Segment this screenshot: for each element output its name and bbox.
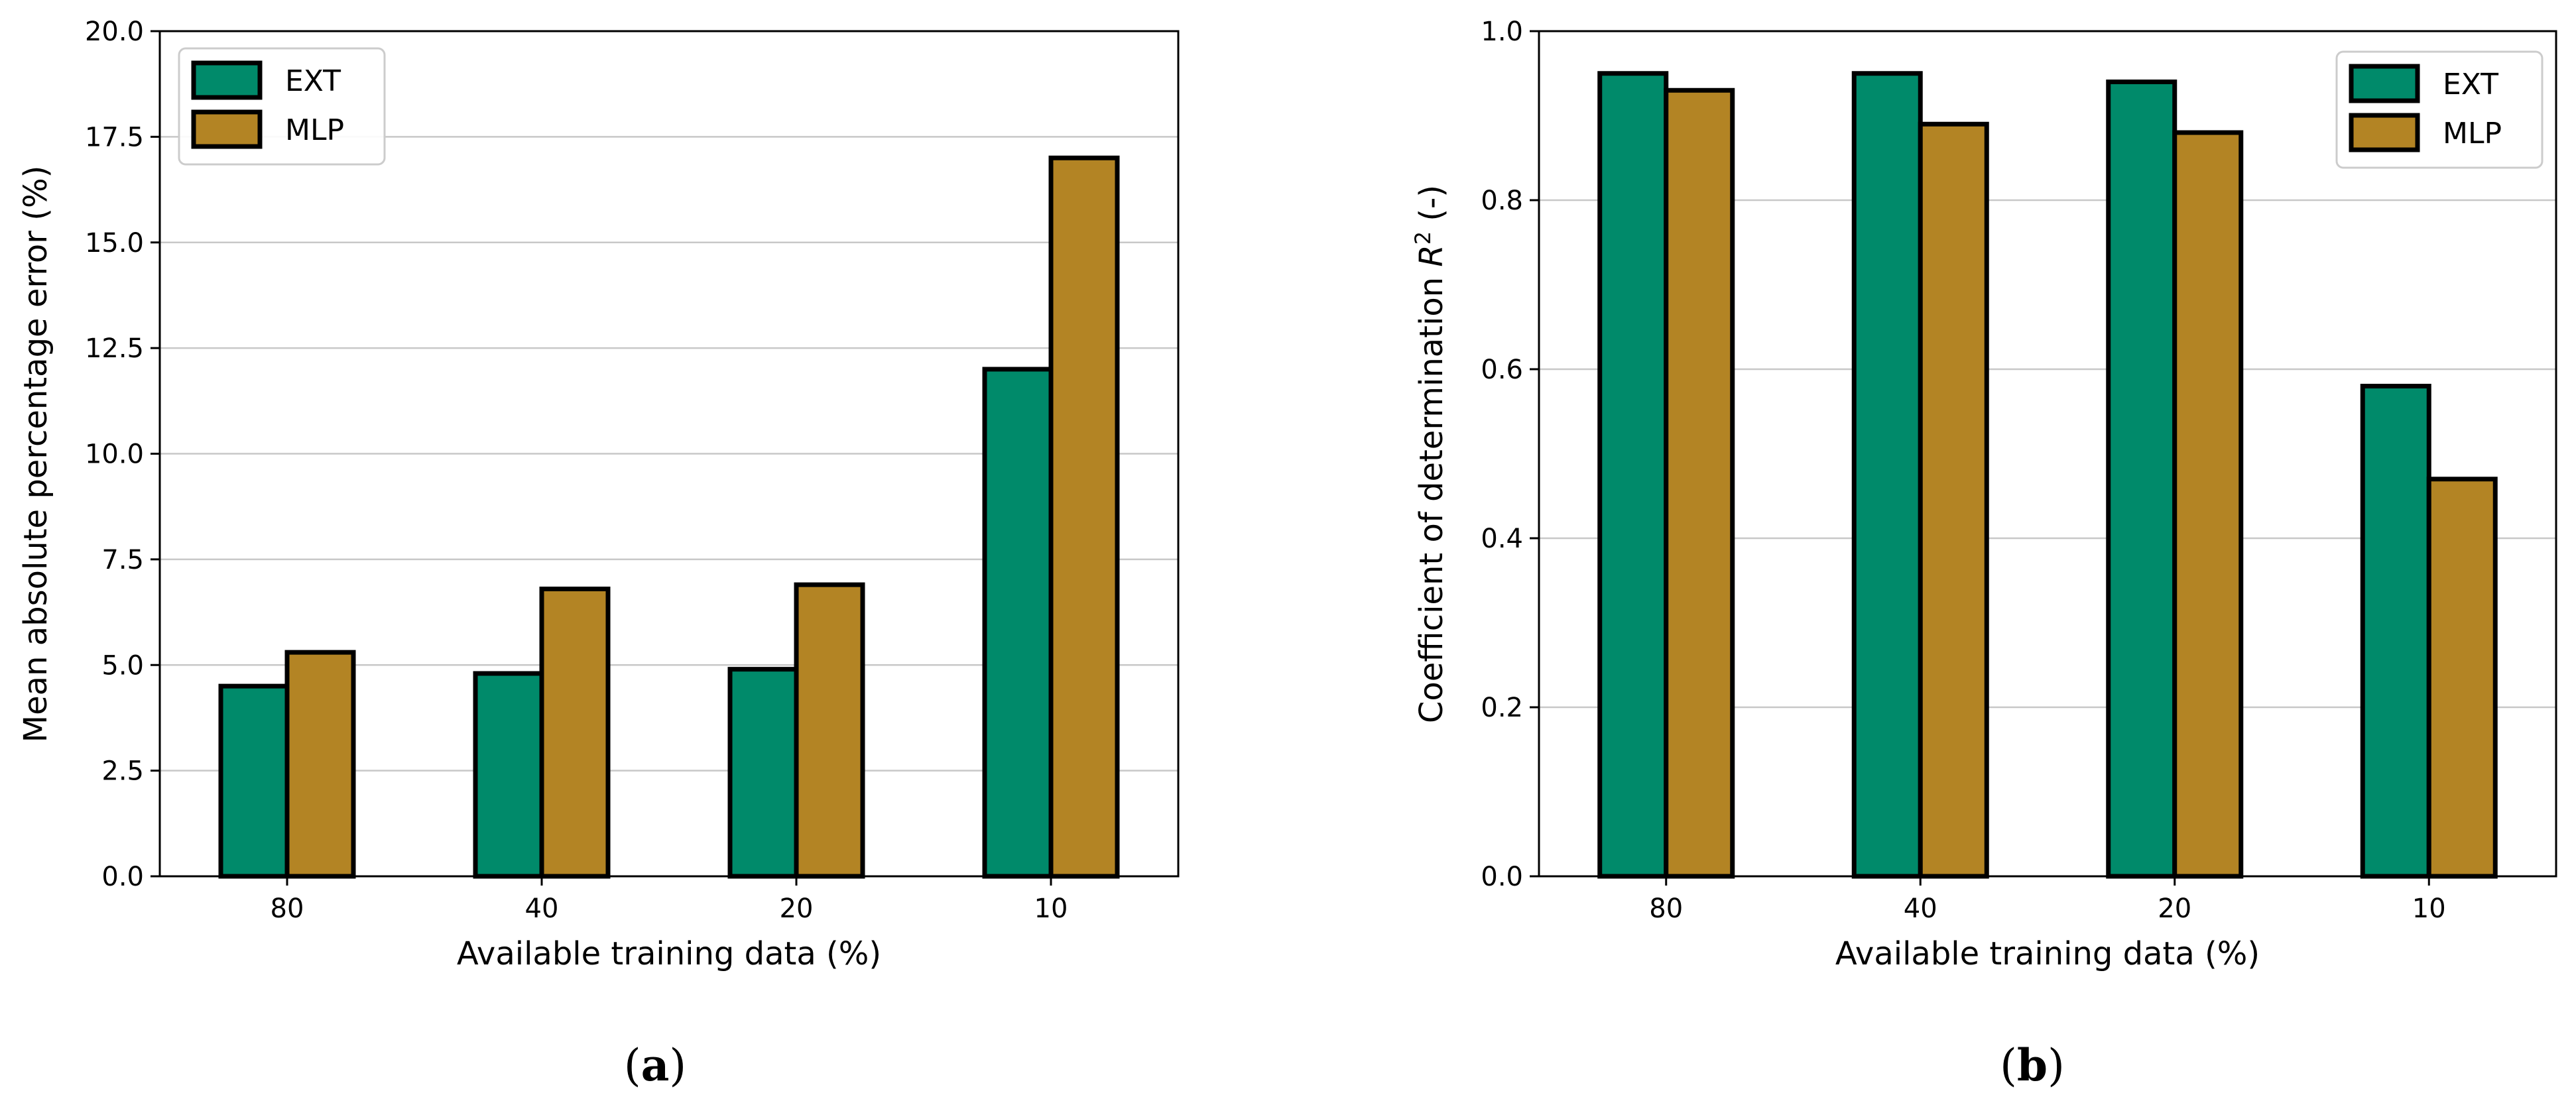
bar-mlp-80: [284, 650, 356, 879]
x-axis-label-b: Available training data (%): [1835, 935, 2260, 972]
y-tick-label: 0.0: [101, 862, 144, 892]
bar-ext-20: [2106, 80, 2177, 879]
x-tick-label: 10: [1034, 894, 1068, 924]
bar-ext-10: [982, 367, 1054, 879]
chart-panel-b: 0.0 0.2 0.4 0.6 0.8 1.0 80 40 20 10 Available tr…: [1410, 17, 2557, 1091]
bar-mlp-10: [2426, 477, 2498, 879]
legend-a: EXT MLP: [178, 47, 386, 166]
x-ticks-a: 80 40 20 10: [271, 876, 1068, 924]
bar-ext-40: [473, 671, 544, 879]
y-tick-label: 1.0: [1481, 17, 1523, 47]
legend-label-mlp: MLP: [2443, 117, 2502, 150]
axes-frame-b: [1538, 30, 2557, 878]
y-tick-label: 17.5: [85, 122, 144, 152]
legend-b: EXT MLP: [2335, 50, 2544, 169]
bar-mlp-40: [539, 587, 611, 879]
x-tick-label: 80: [271, 894, 304, 924]
bars-b: [1597, 71, 2498, 879]
y-tick-label: 0.8: [1481, 186, 1523, 216]
x-tick-label: 40: [1904, 894, 1937, 924]
panel-label-b: (b): [2000, 1039, 2065, 1091]
legend-label-ext: EXT: [285, 64, 341, 98]
x-tick-label: 80: [1649, 894, 1683, 924]
bar-mlp-80: [1664, 87, 1735, 879]
bar-ext-40: [1851, 71, 1923, 879]
legend-swatch-mlp: [2349, 113, 2420, 152]
y-tick-label: 12.5: [85, 333, 144, 364]
y-tick-label: 10.0: [85, 439, 144, 470]
y-axis-label-a: Mean absolute percentage error (%): [17, 166, 54, 743]
bar-mlp-20: [2172, 130, 2244, 879]
bar-mlp-20: [794, 582, 865, 879]
y-tick-label: 2.5: [101, 756, 144, 787]
legend-swatch-mlp: [191, 109, 263, 149]
x-ticks-b: 80 40 20 10: [1649, 876, 2446, 924]
bar-ext-10: [2360, 384, 2431, 879]
x-tick-label: 20: [780, 894, 814, 924]
y-tick-label: 0.2: [1481, 693, 1523, 723]
bar-ext-80: [1597, 71, 1669, 879]
legend-swatch-ext: [2349, 64, 2420, 103]
bar-mlp-10: [1048, 155, 1120, 879]
legend-label-mlp: MLP: [285, 113, 344, 147]
x-tick-label: 40: [525, 894, 559, 924]
y-tick-label: 0.4: [1481, 524, 1523, 554]
y-tick-label: 0.0: [1481, 862, 1523, 892]
legend-label-ext: EXT: [2443, 68, 2498, 101]
y-tick-label: 5.0: [101, 650, 144, 681]
y-tick-label: 7.5: [101, 545, 144, 575]
bar-mlp-40: [1918, 121, 1989, 879]
y-ticks-b: 0.0 0.2 0.4 0.6 0.8 1.0: [1481, 17, 1539, 892]
x-tick-label: 10: [2412, 894, 2446, 924]
y-tick-label: 15.0: [85, 228, 144, 259]
legend-swatch-ext: [191, 60, 263, 100]
y-axis-label-b: Coefficient of determination R2 (-): [1410, 185, 1450, 723]
chart-panel-a: 0.0 2.5 5.0 7.5 10.0 12.5 15.0 17.5 20.0 80 40 20 1…: [17, 17, 1180, 1091]
x-tick-label: 20: [2158, 894, 2191, 924]
panel-label-a: (a): [624, 1039, 686, 1091]
bar-ext-80: [218, 683, 290, 879]
y-tick-label: 0.6: [1481, 355, 1523, 385]
y-tick-label: 20.0: [85, 17, 144, 47]
bar-ext-20: [727, 667, 799, 879]
x-axis-label-a: Available training data (%): [457, 935, 881, 972]
y-ticks-a: 0.0 2.5 5.0 7.5 10.0 12.5 15.0 17.5 20.0: [85, 17, 160, 892]
